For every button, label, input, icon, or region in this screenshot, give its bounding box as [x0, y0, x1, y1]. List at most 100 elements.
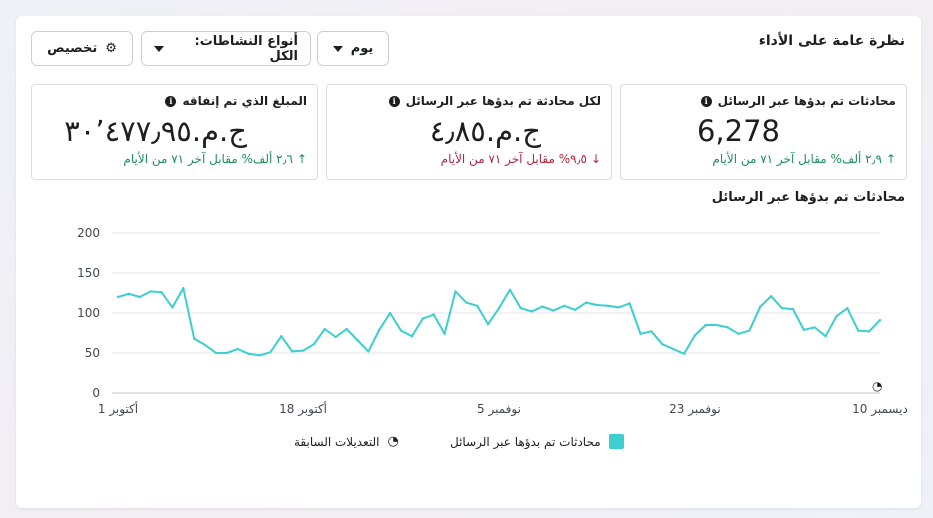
data-point[interactable] [791, 307, 795, 311]
data-point[interactable] [867, 330, 871, 333]
date-granularity-dropdown[interactable]: يوم [317, 31, 389, 66]
metric-card-cost-per-conversation[interactable]: لكل محادثة تم بدؤها عبر الرسائل i ج.م.‏٤… [326, 84, 612, 180]
data-point[interactable] [432, 313, 435, 316]
data-point[interactable] [552, 309, 555, 312]
data-point[interactable] [214, 351, 218, 355]
data-point[interactable] [410, 335, 414, 338]
data-point[interactable] [497, 307, 501, 310]
legend-adjustments-label: التعديلات السابقة [294, 434, 380, 449]
data-point[interactable] [301, 349, 305, 352]
data-point[interactable] [759, 305, 762, 308]
data-point[interactable] [541, 305, 544, 308]
data-point[interactable] [312, 343, 316, 346]
metric-card-value: ج.م.‏٤٫٨٥ [429, 114, 541, 148]
data-point[interactable] [584, 301, 588, 304]
data-point[interactable] [465, 301, 468, 304]
y-tick-label: 200 [77, 226, 100, 240]
data-point[interactable] [247, 352, 250, 355]
info-icon[interactable]: i [165, 95, 177, 107]
data-point[interactable] [671, 347, 675, 351]
y-tick-label: 100 [77, 306, 100, 320]
data-point[interactable] [182, 287, 185, 290]
data-point[interactable] [323, 327, 327, 331]
data-point[interactable] [639, 332, 642, 335]
data-point[interactable] [726, 326, 729, 329]
data-point[interactable] [519, 307, 522, 310]
data-point[interactable] [486, 323, 490, 326]
data-point[interactable] [748, 329, 751, 332]
data-point[interactable] [367, 350, 370, 353]
data-point[interactable] [399, 329, 403, 332]
legend-series[interactable]: محادثات تم بدؤها عبر الرسائل [450, 434, 624, 449]
data-point[interactable] [236, 347, 239, 351]
data-point[interactable] [813, 326, 816, 329]
data-point[interactable] [149, 290, 152, 293]
data-point[interactable] [606, 304, 610, 307]
y-tick-label: 0 [92, 386, 100, 400]
data-point[interactable] [160, 291, 163, 294]
caret-down-icon [332, 45, 343, 52]
customize-button[interactable]: ⚙ تخصيص [31, 31, 133, 66]
data-point[interactable] [334, 335, 337, 339]
metric-card-label: محادثات تم بدؤها عبر الرسائل [717, 94, 896, 108]
arrow-up-icon: ↑ [296, 152, 307, 166]
legend-swatch [608, 434, 624, 449]
data-point[interactable] [563, 304, 566, 307]
data-point[interactable] [846, 307, 849, 310]
data-point[interactable] [356, 339, 359, 342]
y-tick-label: 150 [77, 266, 100, 280]
data-point[interactable] [258, 354, 261, 357]
data-point[interactable] [476, 304, 479, 307]
data-point[interactable] [421, 317, 424, 320]
data-point[interactable] [171, 306, 174, 309]
info-icon[interactable]: i [700, 95, 712, 107]
data-point[interactable] [378, 328, 381, 331]
info-icon[interactable]: i [388, 95, 400, 107]
data-point[interactable] [193, 337, 196, 340]
data-point[interactable] [443, 332, 446, 335]
legend-adjustments[interactable]: ◔ التعديلات السابقة [294, 434, 399, 449]
data-point[interactable] [454, 290, 457, 293]
data-point[interactable] [116, 295, 120, 299]
data-point[interactable] [769, 295, 773, 298]
data-point[interactable] [878, 319, 882, 322]
data-point[interactable] [225, 351, 229, 355]
data-point[interactable] [802, 328, 805, 331]
data-point[interactable] [650, 330, 653, 333]
data-point[interactable] [661, 343, 664, 346]
adjustment-marker-icon[interactable]: ◔ [872, 379, 882, 393]
activity-types-dropdown[interactable]: أنواع النشاطات: الكل [141, 31, 311, 66]
series-line[interactable] [117, 287, 881, 357]
data-point[interactable] [780, 307, 784, 310]
data-point[interactable] [269, 351, 272, 354]
data-point[interactable] [345, 327, 348, 331]
customize-label: تخصيص [47, 41, 98, 56]
arrow-down-icon: ↓ [590, 152, 601, 166]
data-point[interactable] [682, 352, 686, 355]
data-point[interactable] [617, 306, 620, 309]
line-chart[interactable]: 0 50 100 150 200 1 أكتوبر 18 أكتوبر 5 نوفمبر 23 … [16, 216, 921, 426]
data-point[interactable] [138, 295, 141, 299]
data-point[interactable] [824, 335, 827, 338]
arrow-up-icon: ↑ [885, 152, 896, 166]
data-point[interactable] [628, 302, 631, 305]
metric-card-conversations[interactable]: محادثات تم بدؤها عبر الرسائل i 6,278 ↑ ٢… [620, 84, 907, 180]
metric-card-delta: ↓ ٩٫٥% مقابل آخر ٧١ من الأيام [337, 152, 601, 166]
data-point[interactable] [704, 323, 708, 327]
data-point[interactable] [388, 311, 392, 315]
data-point[interactable] [203, 343, 207, 347]
data-point[interactable] [857, 329, 860, 332]
data-point[interactable] [290, 350, 294, 353]
data-point[interactable] [595, 303, 599, 307]
data-point[interactable] [835, 315, 838, 318]
data-point[interactable] [530, 310, 533, 313]
data-point[interactable] [693, 334, 697, 337]
metric-card-amount-spent[interactable]: المبلغ الذي تم إنفاقه i ج.م.‏٣٠٬٤٧٧٫٩٥ ↑… [31, 84, 318, 180]
data-point[interactable] [280, 335, 283, 338]
data-point[interactable] [737, 332, 740, 335]
data-point[interactable] [508, 288, 512, 291]
metric-card-label-row: المبلغ الذي تم إنفاقه i [42, 94, 307, 108]
data-point[interactable] [574, 308, 577, 311]
data-point[interactable] [127, 292, 131, 295]
data-point[interactable] [715, 323, 718, 327]
